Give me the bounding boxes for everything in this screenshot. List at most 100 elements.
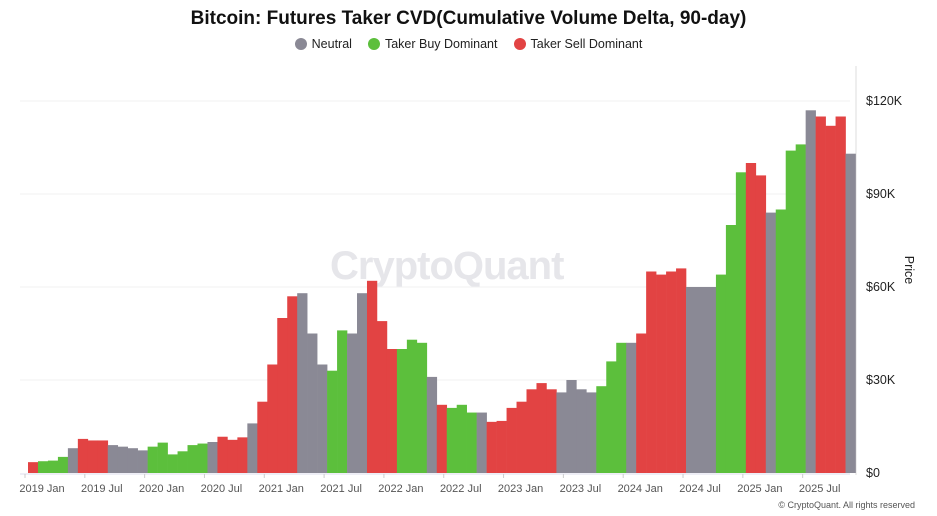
bar	[127, 448, 138, 473]
bar	[247, 423, 258, 473]
chart-title: Bitcoin: Futures Taker CVD(Cumulative Vo…	[190, 8, 747, 29]
x-tick-label: 2023 Jul	[560, 483, 602, 495]
bar	[267, 364, 278, 473]
bar	[97, 440, 109, 473]
legend-dot-sell	[513, 38, 526, 50]
bar	[835, 116, 846, 473]
bar	[576, 389, 587, 473]
bar	[317, 364, 328, 473]
bar	[217, 436, 228, 473]
bar	[735, 172, 747, 474]
legend-dot-buy	[367, 38, 380, 50]
bar	[436, 404, 448, 473]
bar	[237, 437, 248, 473]
bar	[775, 209, 787, 473]
bar	[496, 420, 507, 473]
bar	[626, 342, 637, 473]
y-axis-label: Price	[902, 256, 916, 285]
bar	[755, 175, 767, 473]
bar	[686, 287, 697, 473]
bar	[37, 461, 49, 473]
bar	[187, 445, 198, 473]
y-tick-label: $30K	[866, 373, 896, 387]
bar	[666, 271, 677, 473]
bar	[287, 296, 298, 473]
bar	[297, 293, 308, 473]
y-tick-label: $60K	[866, 280, 896, 294]
bar	[446, 407, 458, 473]
bar	[337, 330, 348, 473]
watermark: CryptoQuant	[330, 244, 564, 288]
bar	[28, 462, 39, 473]
legend-label: Neutral	[311, 37, 352, 51]
bar	[616, 342, 627, 473]
legend-item-buy[interactable]: Taker Buy Dominant	[367, 37, 498, 51]
bar	[167, 454, 178, 473]
y-tick-label: $120K	[866, 94, 903, 108]
y-tick-label: $0	[866, 466, 880, 480]
bar	[87, 440, 99, 473]
bar	[107, 445, 119, 473]
bar	[57, 456, 69, 473]
bar	[526, 389, 537, 473]
bar	[516, 401, 527, 473]
bar	[327, 370, 338, 473]
bar	[347, 333, 358, 473]
x-tick-label: 2020 Jan	[139, 483, 184, 495]
legend-label: Taker Sell Dominant	[530, 37, 643, 51]
bar	[476, 412, 487, 473]
bar	[815, 116, 826, 473]
bar	[536, 383, 547, 473]
bar	[197, 443, 208, 473]
bar	[257, 401, 268, 473]
bar	[646, 271, 657, 473]
bar	[456, 404, 467, 473]
bar	[466, 412, 477, 473]
bar	[147, 446, 158, 473]
y-tick-label: $90K	[866, 187, 896, 201]
bar	[277, 318, 288, 473]
legend-dot-neutral	[294, 38, 307, 50]
bar	[396, 349, 408, 473]
bar	[157, 442, 168, 473]
bar	[596, 386, 607, 473]
bar	[426, 376, 438, 473]
bar	[765, 212, 777, 473]
bar	[556, 392, 567, 473]
bar	[386, 349, 398, 473]
bar	[676, 268, 687, 473]
bar	[845, 153, 856, 473]
bar	[406, 339, 418, 473]
bar	[67, 448, 79, 473]
bar	[416, 342, 428, 473]
bar	[705, 287, 717, 473]
bar	[745, 163, 757, 473]
bar	[77, 438, 89, 473]
x-tick-label: 2023 Jan	[498, 483, 543, 495]
x-tick-label: 2022 Jul	[440, 483, 482, 495]
x-tick-label: 2025 Jan	[737, 483, 782, 495]
legend-item-sell[interactable]: Taker Sell Dominant	[513, 37, 643, 51]
bar	[586, 392, 597, 473]
legend: Neutral Taker Buy Dominant Taker Sell Do…	[0, 37, 937, 51]
legend-item-neutral[interactable]: Neutral	[294, 37, 352, 51]
bar	[715, 274, 727, 473]
bar	[486, 421, 497, 473]
x-tick-label: 2025 Jul	[799, 483, 841, 495]
x-tick-label: 2019 Jul	[81, 483, 123, 495]
bar	[506, 407, 517, 473]
bar	[47, 460, 59, 473]
x-tick-label: 2021 Jan	[259, 483, 304, 495]
bar	[177, 451, 188, 473]
bar	[376, 321, 388, 473]
bar	[795, 144, 806, 473]
x-tick-label: 2024 Jul	[679, 483, 721, 495]
bar	[546, 389, 557, 473]
bar	[227, 439, 238, 473]
bar	[785, 150, 796, 473]
bar	[656, 274, 667, 473]
x-tick-label: 2024 Jan	[618, 483, 663, 495]
x-tick-label: 2019 Jan	[19, 483, 64, 495]
bar	[825, 125, 836, 474]
